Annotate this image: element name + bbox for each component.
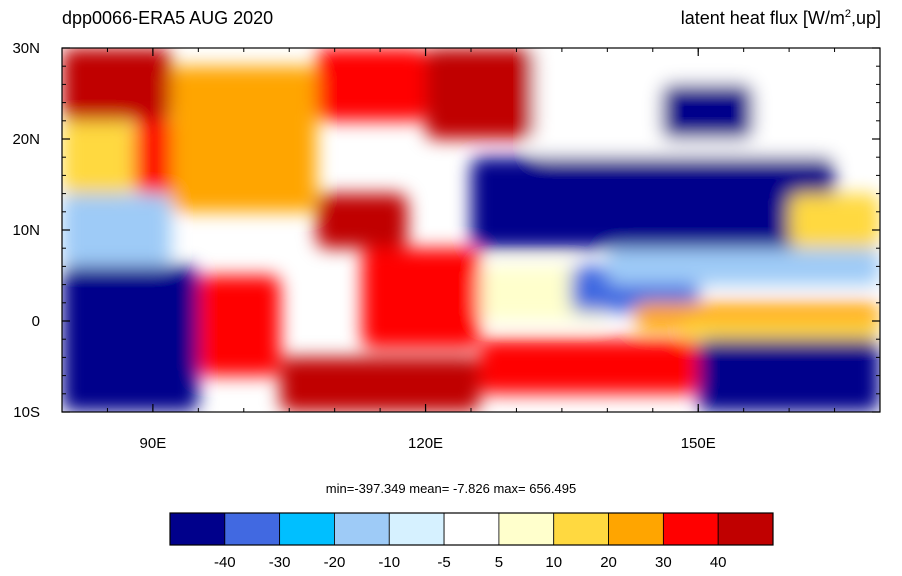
colorbar-label: -20	[324, 554, 346, 571]
chart-title: dpp0066-ERA5 AUG 2020	[62, 8, 274, 28]
colorbar-label: -40	[214, 554, 236, 571]
colorbar-swatch	[224, 512, 281, 546]
y-tick-label: 20N	[12, 131, 40, 148]
heatmap-field	[62, 48, 880, 412]
heatmap-region	[789, 193, 880, 249]
heatmap-region	[680, 321, 880, 340]
heatmap-region	[698, 339, 880, 412]
heatmap-region	[62, 266, 199, 412]
colorbar-swatch	[662, 512, 719, 546]
heatmap-region	[62, 120, 135, 194]
heatmap-region	[62, 193, 172, 267]
statistics-line: min=-397.349 mean= -7.826 max= 656.495	[325, 481, 577, 496]
heatmap-region	[171, 66, 317, 212]
colorbar-label: -5	[437, 554, 450, 571]
heatmap-region	[471, 157, 835, 249]
colorbar-swatch	[279, 512, 335, 546]
heatmap-region	[607, 248, 880, 285]
x-tick-label: 150E	[681, 435, 716, 452]
y-tick-label: 10S	[13, 404, 40, 421]
x-tick-label: 120E	[408, 435, 443, 452]
colorbar-label: 30	[655, 554, 672, 571]
colorbar-swatch	[443, 512, 500, 546]
colorbar: -40 -30 -20 -10 -5 5 10 20 30 40	[169, 512, 774, 571]
heatmap-region	[316, 193, 408, 249]
variable-title: latent heat flux [W/m2,up]	[681, 8, 881, 29]
colorbar-swatch	[388, 512, 445, 546]
variable-title-superscript: 2	[844, 8, 851, 20]
heatmap-region	[661, 84, 753, 139]
heatmap-region	[198, 275, 281, 376]
colorbar-swatch	[717, 512, 774, 546]
colorbar-swatch	[553, 512, 609, 546]
heatmap-region	[316, 48, 426, 121]
variable-title-suffix: ,up]	[850, 8, 881, 28]
colorbar-label: -30	[269, 554, 291, 571]
x-tick-label: 90E	[140, 435, 167, 452]
axis-ticks: 90E 120E 150E 30N 20N 10N 0 10S	[12, 40, 881, 452]
colorbar-label: 5	[495, 554, 503, 571]
y-tick-label: 10N	[12, 222, 40, 239]
variable-title-prefix: latent heat flux [W/m	[680, 8, 845, 28]
colorbar-label: 40	[710, 554, 727, 571]
heatmap-region	[425, 48, 535, 139]
heatmap-region	[62, 48, 172, 121]
colorbar-label: 10	[545, 554, 562, 571]
y-tick-label: 0	[32, 313, 40, 330]
colorbar-swatch	[169, 512, 226, 546]
colorbar-label: 20	[600, 554, 617, 571]
colorbar-swatch	[608, 512, 664, 546]
colorbar-swatch	[498, 512, 555, 546]
heatmap-region	[280, 357, 481, 412]
colorbar-label: -10	[378, 554, 400, 571]
colorbar-frame	[169, 512, 774, 546]
colorbar-swatch	[334, 512, 390, 546]
y-tick-label: 30N	[12, 40, 40, 57]
heatmap-region	[361, 248, 481, 349]
heatmap-region	[480, 339, 699, 394]
